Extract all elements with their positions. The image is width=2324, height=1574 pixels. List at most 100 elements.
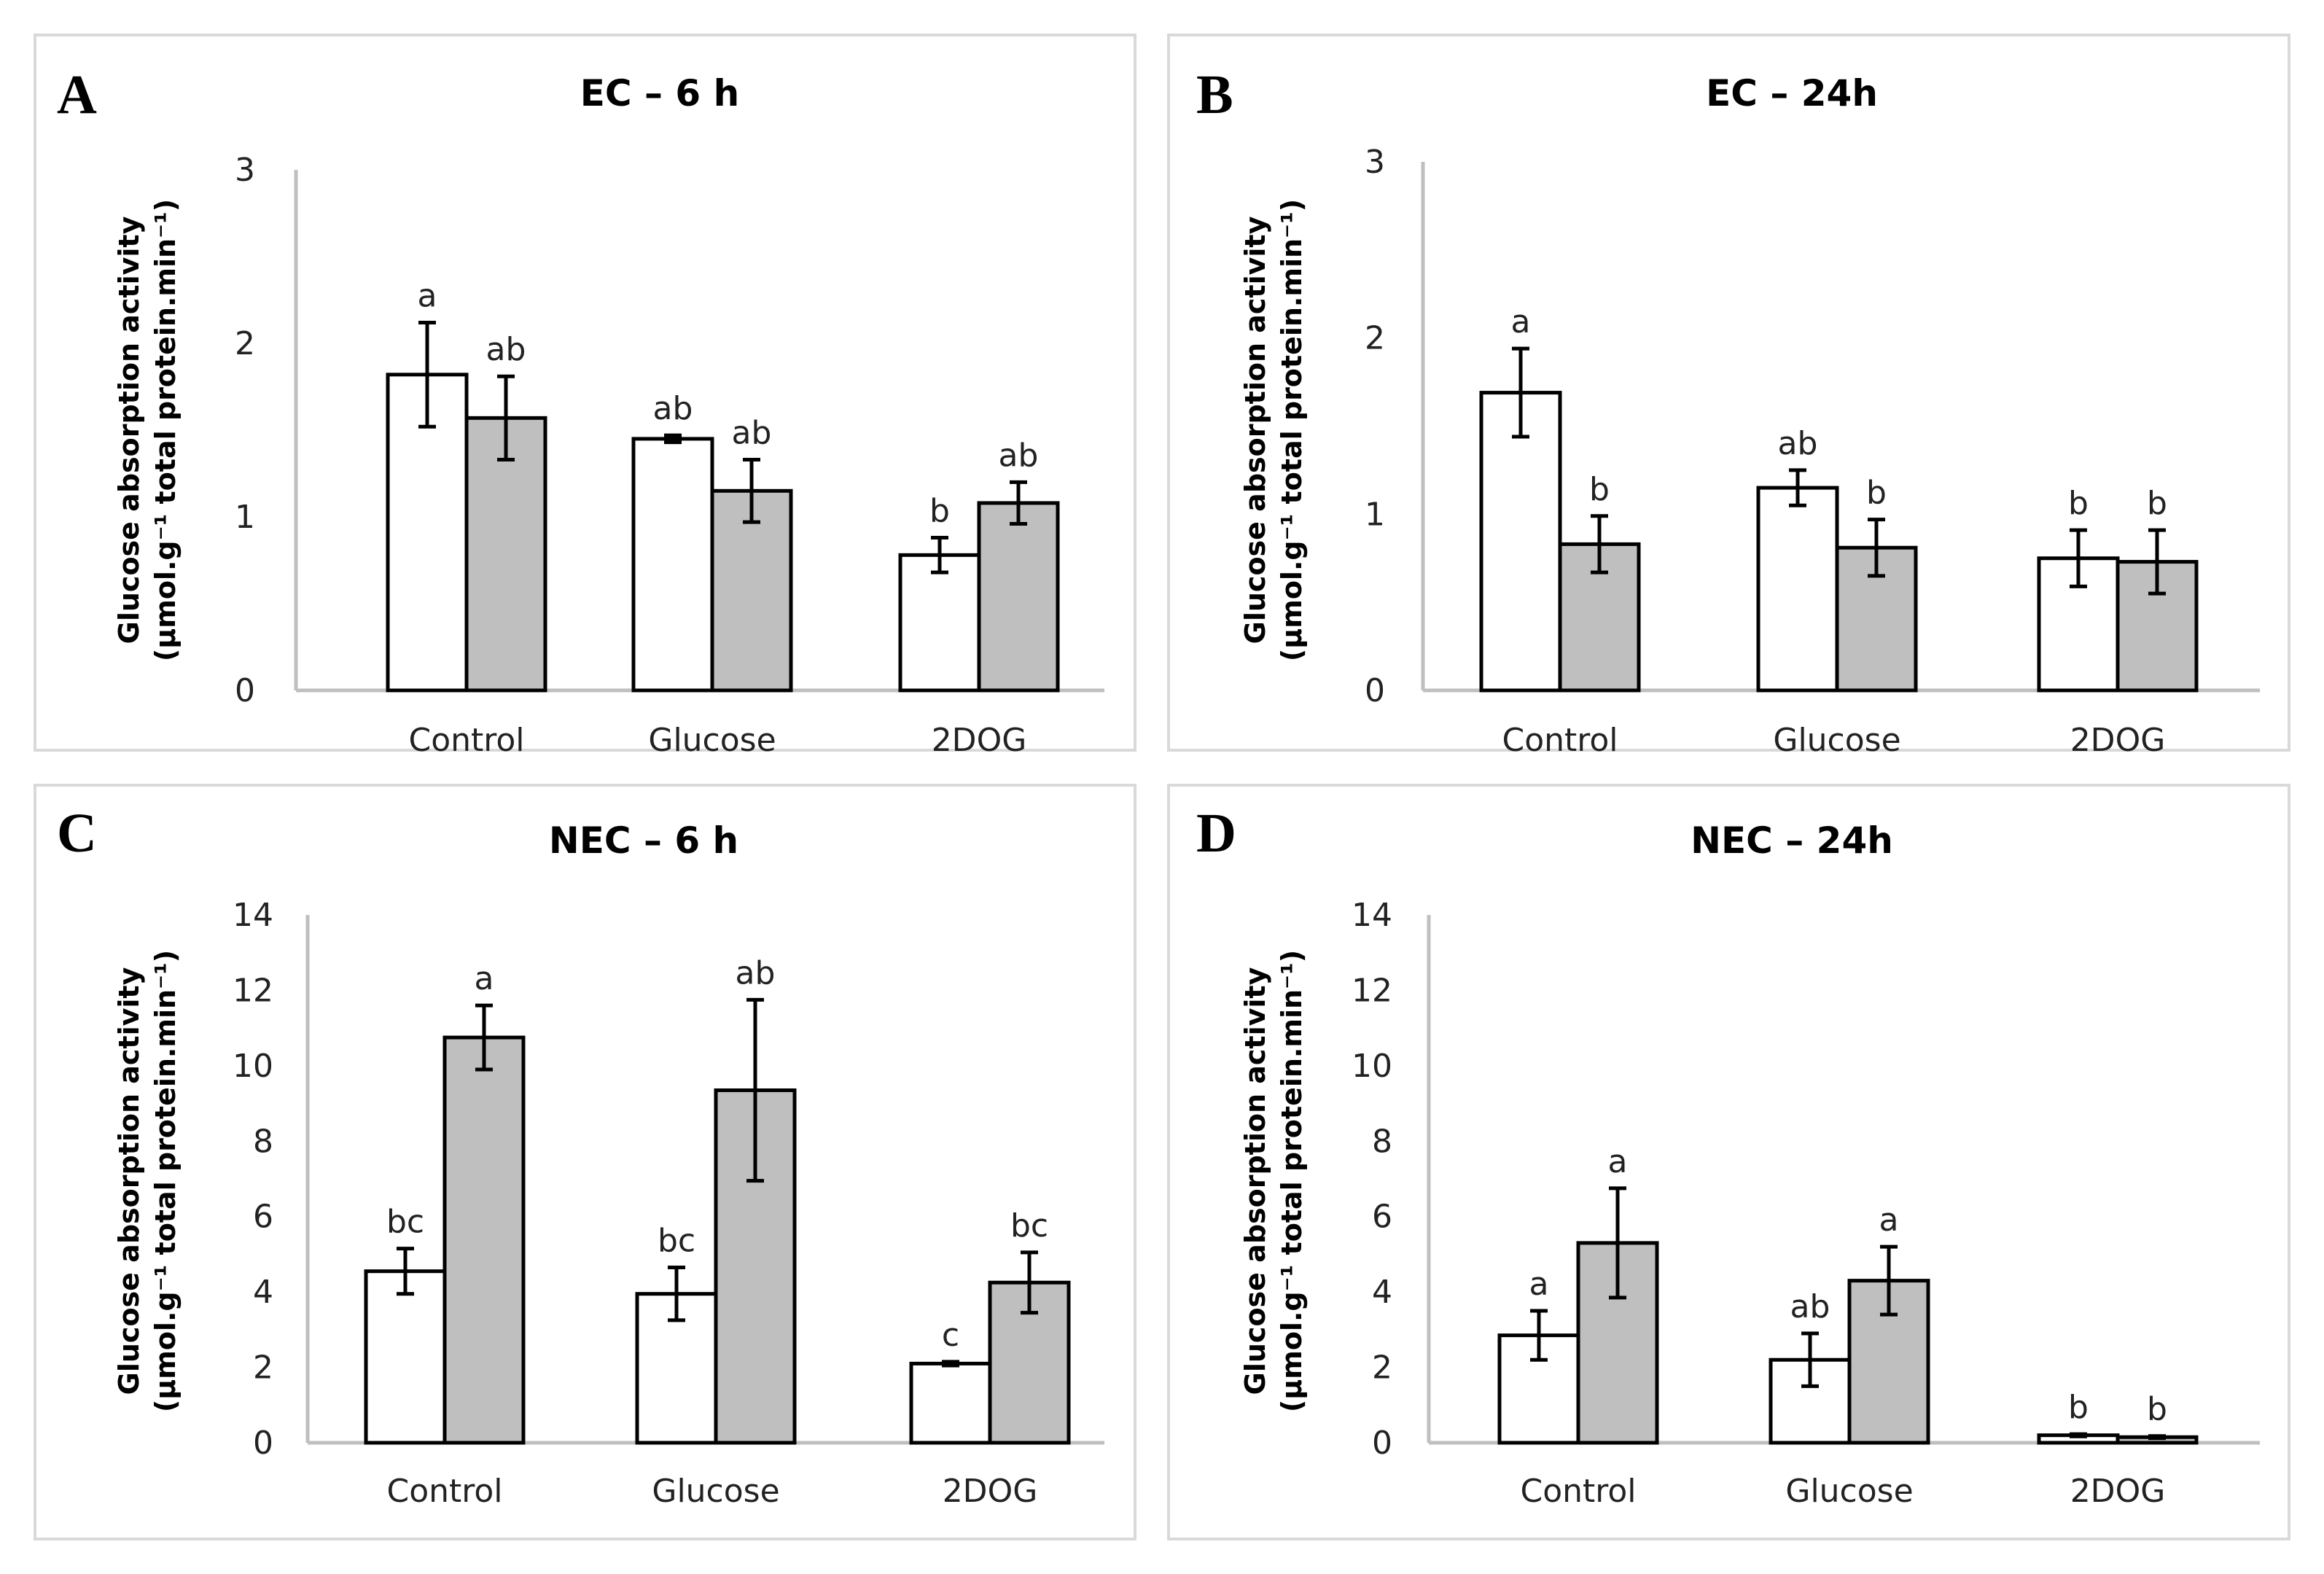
error-bar [931,536,948,574]
y-axis-label: Glucose absorption activity (µmol.g⁻¹ tot… [113,199,182,661]
significance-label: ab [1778,425,1818,462]
y-tick-label: 12 [233,972,273,1009]
significance-label: b [2068,1389,2089,1426]
significance-label: b [2147,1391,2167,1428]
error-bar [743,457,760,524]
error-bar [664,433,682,445]
panel-letter: B [1196,64,1233,125]
error-bar [418,320,436,429]
significance-label: ab [653,390,693,427]
error-bar [2070,1432,2087,1438]
error-bar [942,1360,959,1368]
panel-frame [34,784,1136,1540]
y-tick-label: 3 [1365,144,1385,181]
error-bar [497,374,515,461]
significance-label: ab [1790,1288,1830,1325]
panel-b: B EC – 24h Glucose absorption activity (µmo… [1167,34,2290,759]
category-label: Glucose [1785,1473,1913,1510]
significance-label: a [1879,1201,1899,1239]
y-axis-label: Glucose absorption activity (µmol.g⁻¹ tot… [1239,199,1308,661]
significance-label: ab [736,954,776,991]
y-axis-label-line1: Glucose absorption activity [113,967,145,1395]
y-tick-label: 14 [233,897,273,934]
error-bar [2148,528,2166,596]
error-bar [746,997,764,1183]
category-label: Glucose [1773,722,1900,759]
y-tick-label: 2 [235,325,255,362]
significance-label: b [1589,471,1610,508]
bar [977,501,1060,693]
y-tick-label: 1 [1365,496,1385,533]
y-axis-label-line2: (µmol.g⁻¹ total protein.min⁻¹) [149,199,182,661]
y-axis-label-line1: Glucose absorption activity [113,216,145,644]
y-tick-label: 10 [1352,1048,1392,1085]
significance-label: b [2147,485,2167,522]
category-label: Glucose [652,1473,779,1510]
chart-title: NEC – 6 h [549,819,738,862]
y-tick-label: 0 [235,672,255,709]
category-label: Glucose [648,722,776,759]
significance-label: c [942,1317,959,1354]
category-label: Control [408,722,524,759]
error-bar [1530,1309,1548,1362]
panel-frame [1167,34,2290,752]
y-axis-label-line2: (µmol.g⁻¹ total protein.min⁻¹) [149,950,182,1412]
panel-frame [34,34,1136,752]
bar [898,553,981,693]
error-bar [1591,514,1608,574]
bar [1756,486,1839,693]
bar [909,1361,992,1445]
chart-title: EC – 6 h [580,72,739,114]
error-bar [2148,1434,2166,1441]
category-label: Control [1502,722,1618,759]
y-tick-label: 6 [253,1199,273,1236]
y-tick-label: 4 [1372,1274,1392,1311]
y-tick-label: 2 [253,1349,273,1387]
y-axis-label-line1: Glucose absorption activity [1239,216,1271,644]
significance-label: a [1511,303,1531,340]
panel-c: C NEC – 6 h Glucose absorption activity (µm… [34,784,1136,1540]
y-tick-label: 0 [1365,672,1385,709]
error-bar [1609,1186,1626,1300]
error-bar [397,1247,414,1296]
error-bar [1021,1250,1038,1315]
category-label: 2DOG [932,722,1027,759]
panel-frame [1167,784,2290,1540]
category-label: 2DOG [2070,1473,2166,1510]
panel-a: A EC – 6 h Glucose absorption activity (µmo… [34,34,1136,759]
significance-label: ab [732,414,772,451]
bar [631,437,714,693]
error-bar [475,1003,493,1072]
panel-letter: A [57,64,97,125]
y-tick-label: 12 [1352,972,1392,1009]
bar [442,1035,526,1445]
error-bar [1512,346,1529,439]
y-tick-label: 8 [1372,1123,1392,1160]
error-bar [1801,1331,1819,1388]
category-label: Control [386,1473,502,1510]
y-tick-label: 10 [233,1048,273,1085]
significance-label: bc [1010,1207,1048,1244]
significance-label: ab [486,331,526,368]
panel-letter: C [57,803,97,864]
y-tick-label: 2 [1372,1349,1392,1387]
y-tick-label: 14 [1352,897,1392,934]
y-tick-label: 2 [1365,320,1385,357]
bar [710,488,793,693]
significance-label: a [475,960,494,997]
category-label: 2DOG [943,1473,1038,1510]
y-axis-label: Glucose absorption activity (µmol.g⁻¹ tot… [113,950,182,1412]
y-axis-label-line2: (µmol.g⁻¹ total protein.min⁻¹) [1276,950,1308,1412]
y-axis-label-line2: (µmol.g⁻¹ total protein.min⁻¹) [1276,199,1308,661]
y-tick-label: 4 [253,1274,273,1311]
y-tick-label: 6 [1372,1199,1392,1236]
significance-label: a [418,277,437,314]
bar [364,1269,447,1445]
y-tick-label: 1 [235,499,255,536]
y-tick-label: 0 [1372,1425,1392,1462]
error-bar [2070,528,2087,588]
chart-title: NEC – 24h [1691,819,1893,862]
error-bar [1010,480,1027,526]
significance-label: bc [386,1204,424,1241]
